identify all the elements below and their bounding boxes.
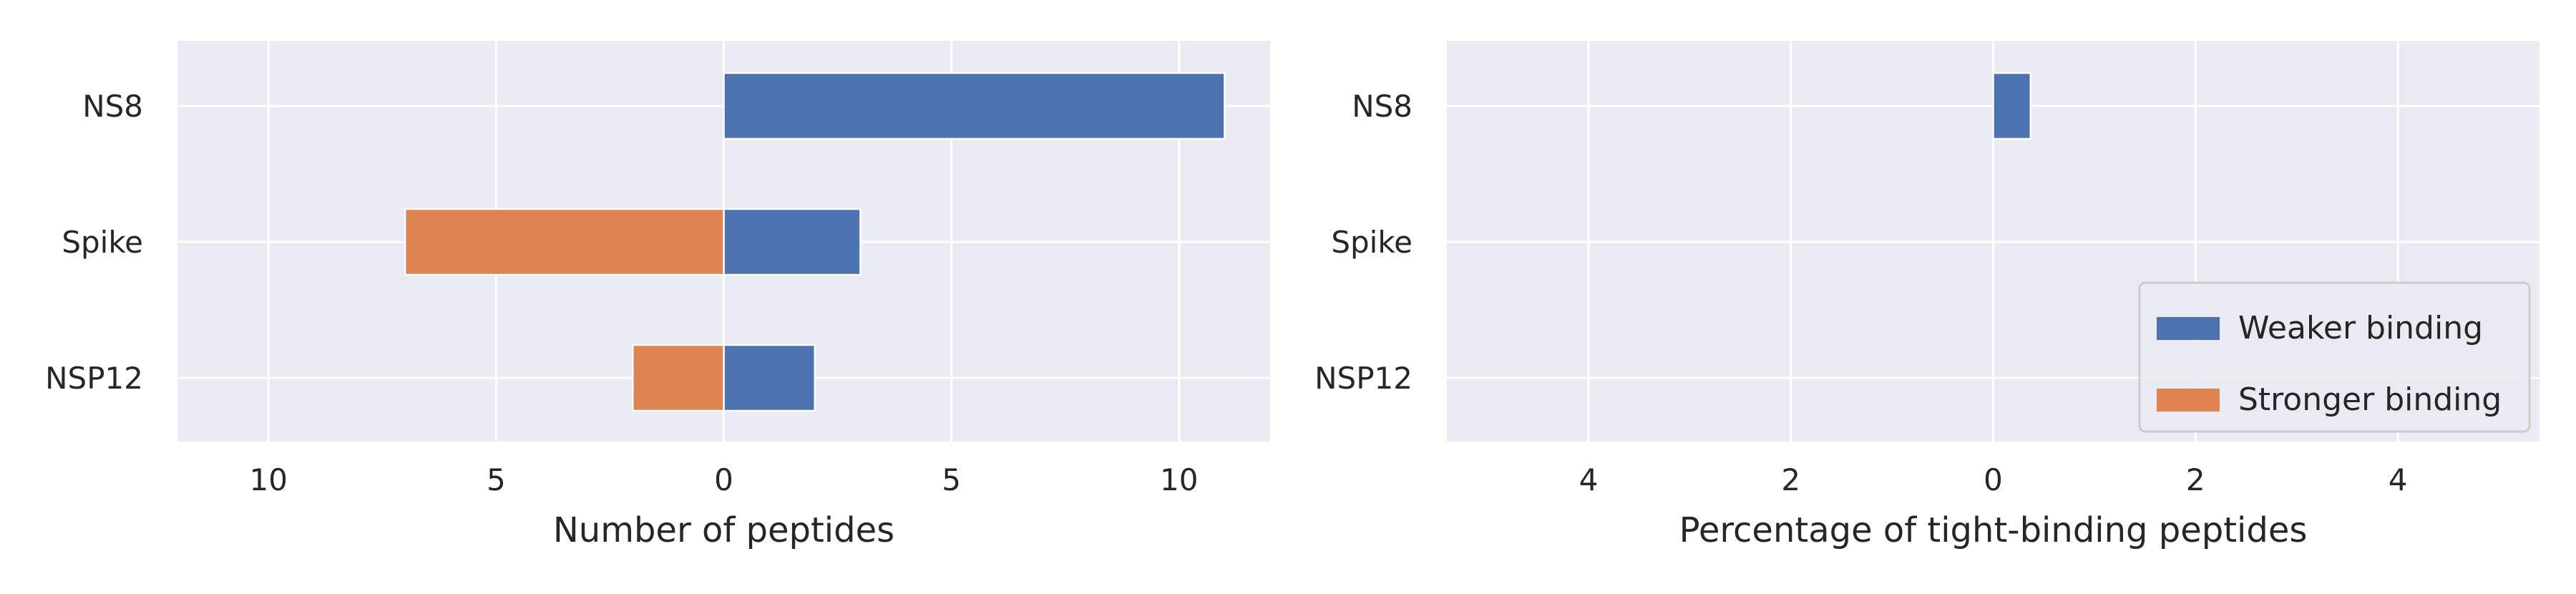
x-tick-label: 5 <box>942 462 961 497</box>
panel-2: NS8 Spike NSP12 4 2 0 2 4 Percentage of tight-bi… <box>1314 41 2540 550</box>
x-tick-label: 5 <box>487 462 506 497</box>
y-tick-label: NS8 <box>1352 89 1413 124</box>
x-tick-label: 4 <box>2389 462 2408 497</box>
bar-ns8-weaker <box>723 72 1226 140</box>
x-axis-label: Percentage of tight-binding peptides <box>1679 510 2308 550</box>
y-tick-label: NS8 <box>82 89 143 124</box>
bar-spike-weaker <box>723 208 862 276</box>
x-tick-label: 0 <box>714 462 733 497</box>
x-tick-label: 10 <box>1160 462 1198 497</box>
legend-label: Stronger binding <box>2238 381 2502 418</box>
bar-spike-stronger <box>404 208 725 276</box>
legend-swatch <box>2157 389 2220 412</box>
y-tick-label: NSP12 <box>1314 361 1413 396</box>
legend-label: Weaker binding <box>2238 310 2483 346</box>
y-tick-label: Spike <box>62 225 143 260</box>
bar-nsp12-stronger <box>632 344 725 412</box>
x-tick-label: 10 <box>250 462 288 497</box>
y-tick-label: Spike <box>1331 225 1413 260</box>
x-tick-label: 2 <box>2186 462 2205 497</box>
x-tick-label: 0 <box>1984 462 2003 497</box>
x-axis-label: Number of peptides <box>553 510 894 550</box>
bar-nsp12-weaker <box>723 344 816 412</box>
legend-swatch <box>2157 317 2220 340</box>
y-tick-label: NSP12 <box>45 361 143 396</box>
x-tick-label: 2 <box>1781 462 1800 497</box>
legend-frame <box>2138 281 2531 433</box>
panel-1: NS8 Spike NSP12 10 5 0 5 10 Number of peptides <box>45 41 1270 550</box>
x-tick-label: 4 <box>1579 462 1599 497</box>
bar-ns8-weaker <box>1992 72 2032 140</box>
legend: Weaker binding Stronger binding <box>2138 281 2531 433</box>
